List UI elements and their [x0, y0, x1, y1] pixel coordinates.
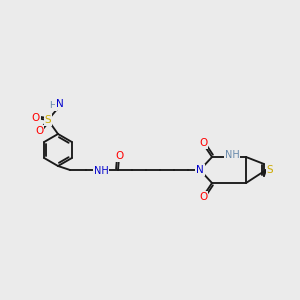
Text: O: O: [199, 138, 207, 148]
Text: O: O: [115, 151, 123, 161]
Text: O: O: [35, 126, 43, 136]
Text: NH: NH: [225, 150, 239, 160]
Text: N: N: [56, 99, 64, 109]
Text: H: H: [50, 101, 56, 110]
Text: S: S: [267, 165, 273, 175]
Text: NH: NH: [94, 166, 108, 176]
Text: O: O: [32, 113, 40, 123]
Text: S: S: [45, 115, 51, 125]
Text: O: O: [199, 192, 207, 202]
Text: N: N: [196, 165, 204, 175]
